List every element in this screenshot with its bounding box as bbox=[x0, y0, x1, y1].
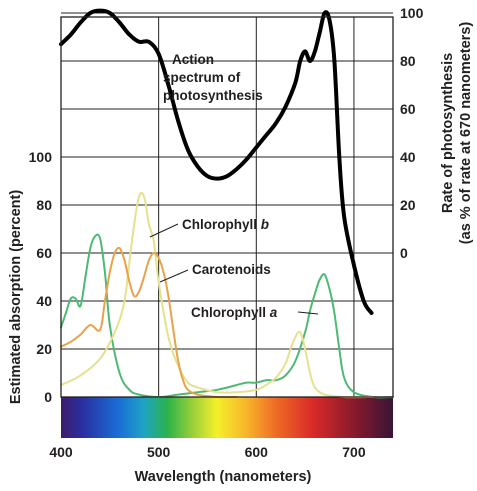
chlorophyll-b-label-main: Chlorophyll bbox=[182, 217, 261, 232]
left-tick-80: 80 bbox=[36, 197, 52, 213]
action-spectrum-label-line-2: spectrum of bbox=[163, 70, 241, 85]
chlorophyll-a-leader-line bbox=[297, 311, 319, 315]
right-tick-0: 0 bbox=[400, 245, 408, 261]
right-tick-80: 80 bbox=[400, 53, 416, 69]
series-line-action-spectrum-of-photosynthesis bbox=[59, 8, 374, 315]
left-y-axis-label: Estimated absorption (percent) bbox=[8, 190, 24, 404]
x-tick-700: 700 bbox=[342, 444, 366, 460]
series-line-chlorophyll-b bbox=[60, 191, 375, 399]
chlorophyll-b-leader-line bbox=[149, 223, 179, 238]
carotenoids-leader-line bbox=[159, 269, 189, 283]
left-tick-0: 0 bbox=[44, 389, 52, 405]
chlorophyll-a-label: Chlorophyll a bbox=[191, 305, 278, 320]
chart-curves bbox=[59, 8, 394, 399]
left-tick-60: 60 bbox=[36, 245, 52, 261]
chlorophyll-b-label-letter: b bbox=[261, 217, 269, 232]
action-spectrum-label-line-3: photosynthesis bbox=[163, 88, 263, 103]
chlorophyll-a-label-main: Chlorophyll bbox=[191, 305, 270, 320]
action-spectrum-label-line-1: Action bbox=[172, 52, 214, 67]
x-axis-label: Wavelength (nanometers) bbox=[135, 469, 312, 485]
plot-frame bbox=[60, 16, 394, 398]
chlorophyll-a-label-letter: a bbox=[270, 305, 278, 320]
right-tick-100: 100 bbox=[400, 5, 424, 21]
right-y-axis-label-line-1: Rate of photosynthesis bbox=[440, 53, 456, 213]
right-tick-40: 40 bbox=[400, 149, 416, 165]
right-tick-60: 60 bbox=[400, 101, 416, 117]
x-tick-400: 400 bbox=[49, 444, 73, 460]
right-y-axis-label-line-2: (as % of rate at 670 nanometers) bbox=[458, 22, 474, 245]
x-tick-500: 500 bbox=[147, 444, 171, 460]
left-tick-40: 40 bbox=[36, 293, 52, 309]
series-line-chlorophyll-a bbox=[60, 233, 394, 399]
left-tick-100: 100 bbox=[29, 149, 53, 165]
right-tick-20: 20 bbox=[400, 197, 416, 213]
x-tick-600: 600 bbox=[245, 444, 269, 460]
carotenoids-label: Carotenoids bbox=[192, 262, 271, 277]
left-tick-20: 20 bbox=[36, 341, 52, 357]
chart-annotations: Action spectrum of photosynthesis Chloro… bbox=[149, 52, 319, 320]
chart-tick-labels: 400 500 600 700 0 20 40 60 80 100 0 20 40 60 80 100 bbox=[29, 5, 424, 460]
series-line-carotenoids bbox=[60, 246, 238, 399]
chlorophyll-b-label: Chlorophyll b bbox=[182, 217, 269, 232]
visible-spectrum-bar bbox=[61, 397, 393, 438]
